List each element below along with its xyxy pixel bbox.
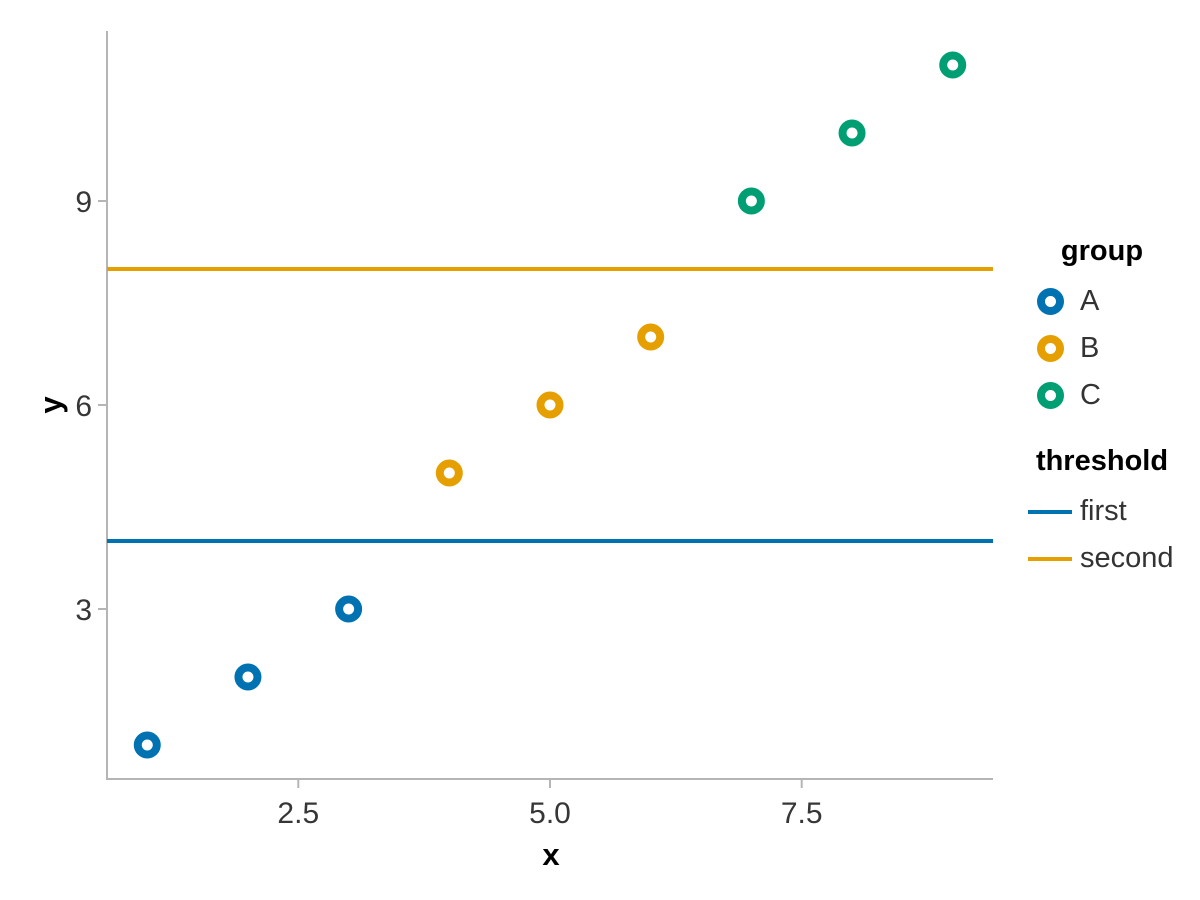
x-tick-label: 5.0: [529, 797, 571, 830]
y-tick-label: 3: [75, 594, 92, 627]
y-axis-title: y: [33, 396, 68, 414]
legend-swatch-cell: [1028, 335, 1072, 362]
line-swatch-icon: [1028, 556, 1072, 561]
legend-swatch-cell: [1028, 382, 1072, 409]
data-point-B: [435, 459, 463, 487]
data-point-A: [133, 731, 161, 759]
legend-item-label: B: [1080, 332, 1100, 364]
legend-title-group: group: [1060, 235, 1144, 267]
open-circle-swatch-icon: [1036, 382, 1064, 409]
legend-item-A: A: [1028, 278, 1176, 325]
legend-rows: first second: [1028, 488, 1176, 582]
x-tick-label: 7.5: [781, 797, 823, 830]
legend-swatch-cell: [1028, 288, 1072, 315]
legend-swatch-cell: [1028, 509, 1072, 514]
legend-section-group: group A B C: [1028, 234, 1176, 419]
x-tick-label: 2.5: [277, 797, 319, 830]
legend-item-second: second: [1028, 535, 1176, 582]
data-point-B: [536, 391, 564, 419]
legend-item-C: C: [1028, 372, 1176, 419]
data-point-A: [335, 595, 363, 623]
y-tick-label: 6: [75, 390, 92, 423]
data-point-C: [838, 119, 866, 147]
open-circle-swatch-icon: [1036, 335, 1064, 362]
data-point-B: [637, 323, 665, 351]
data-point-C: [737, 187, 765, 215]
legend-title-threshold: threshold: [1035, 445, 1169, 477]
data-point-C: [939, 51, 967, 79]
legend-item-label: A: [1080, 285, 1100, 317]
legend-section-threshold: threshold first second: [1028, 444, 1176, 582]
legend-swatch-cell: [1028, 556, 1072, 561]
legend-item-B: B: [1028, 325, 1176, 372]
x-axis-title: x: [542, 837, 560, 872]
data-point-A: [234, 663, 262, 691]
legend-item-label: first: [1080, 495, 1127, 527]
legend-item-label: C: [1080, 379, 1101, 411]
legend-item-label: second: [1080, 542, 1174, 574]
line-swatch-icon: [1028, 509, 1072, 514]
open-circle-swatch-icon: [1036, 288, 1064, 315]
legend-item-first: first: [1028, 488, 1176, 535]
y-tick-label: 9: [75, 186, 92, 219]
